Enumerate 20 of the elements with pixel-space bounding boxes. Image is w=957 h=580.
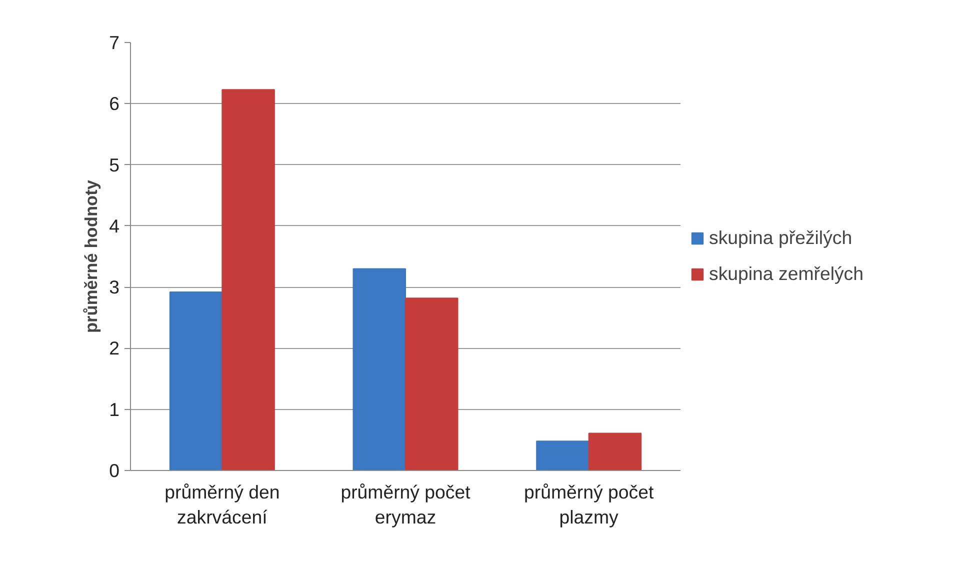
y-tick-label: 6: [109, 93, 120, 114]
y-tick-label: 7: [109, 32, 120, 53]
y-tick-label: 0: [109, 460, 120, 481]
legend-label: skupina zemřelých: [709, 263, 864, 285]
x-tick-label: průměrný počet erymaz: [340, 482, 472, 528]
y-tick-label: 4: [109, 215, 120, 236]
y-tick-label: 1: [109, 398, 120, 420]
bar: [352, 268, 406, 470]
bar: [222, 89, 275, 470]
y-tick-label: 2: [109, 338, 120, 359]
bar: [405, 298, 458, 470]
y-tick-label: 3: [109, 276, 120, 298]
x-tick-label: průměrný den zakrvácení: [164, 482, 280, 528]
bar: [588, 432, 642, 470]
x-tick-label: průměrný počet plazmy: [524, 482, 654, 528]
y-axis-title: průměrné hodnoty: [81, 180, 102, 334]
bar: [169, 291, 223, 470]
y-tick-label: 5: [109, 154, 120, 176]
bar: [536, 440, 590, 470]
legend-label: skupina přežilých: [709, 227, 852, 249]
